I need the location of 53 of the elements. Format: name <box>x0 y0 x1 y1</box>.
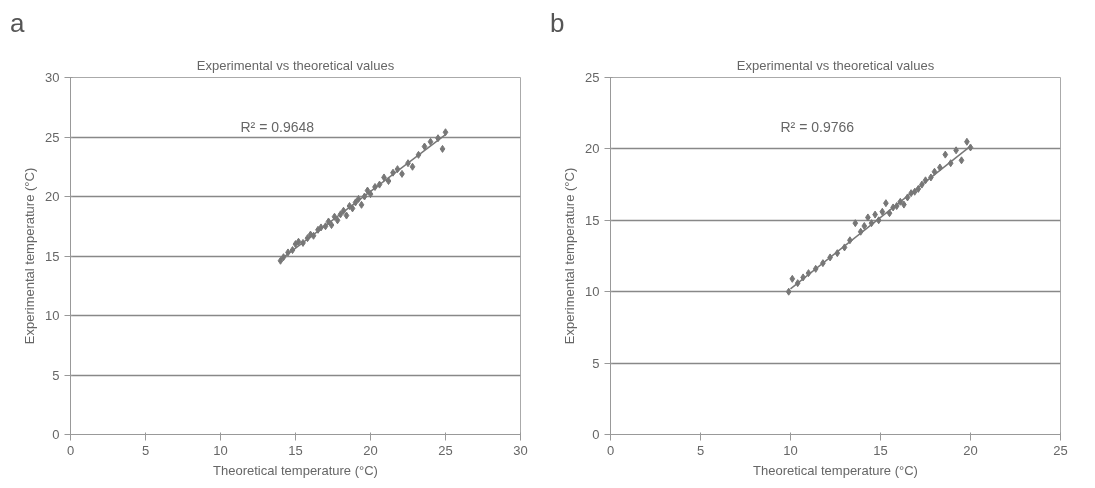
text: b <box>550 7 565 40</box>
point <box>328 221 335 230</box>
point <box>421 142 428 151</box>
x-axis-title: Theoretical temperature (°C) <box>753 462 918 478</box>
x-axis-title: Theoretical temperature (°C) <box>213 462 378 478</box>
x-tick-label: 0 <box>66 442 75 458</box>
y-tick-label: 25 <box>585 70 600 85</box>
point <box>442 128 449 137</box>
y-tick-label: 0 <box>52 427 60 442</box>
annotation: R² = 0.9766 <box>780 118 855 135</box>
point <box>942 150 949 159</box>
y-tick-label: 5 <box>592 355 600 371</box>
y-tick-label: 15 <box>45 248 60 264</box>
y-axis-title: Experimental temperature (°C) <box>562 167 578 345</box>
point <box>861 222 868 231</box>
point <box>958 156 965 165</box>
chart-title: Experimental vs theoretical values <box>196 57 395 73</box>
point <box>427 137 434 146</box>
x-tick-label: 5 <box>696 442 705 458</box>
y-tick-label: 20 <box>45 189 60 204</box>
x-tick-label: 0 <box>606 442 615 458</box>
point <box>439 144 446 153</box>
point <box>343 211 350 220</box>
x-tick-label: 10 <box>213 442 228 458</box>
point <box>789 274 796 283</box>
x-tick-label: 15 <box>873 442 888 458</box>
x-tick-label: 10 <box>783 442 798 458</box>
y-tick-label: 5 <box>52 367 60 383</box>
y-tick-label: 30 <box>45 70 60 85</box>
point <box>358 200 365 209</box>
text: a <box>10 7 25 40</box>
x-tick-label: 25 <box>438 442 453 458</box>
point <box>785 287 792 296</box>
x-tick-label: 20 <box>363 442 378 458</box>
y-tick-label: 10 <box>585 284 600 300</box>
y-tick-label: 20 <box>585 141 600 157</box>
point <box>409 162 416 171</box>
y-axis-title: Experimental temperature (°C) <box>22 167 38 345</box>
y-tick-label: 10 <box>45 308 60 323</box>
point <box>852 219 859 228</box>
x-tick-label: 30 <box>513 442 528 458</box>
point <box>334 216 341 225</box>
annotation: R² = 0.9648 <box>240 118 315 135</box>
y-tick-label: 15 <box>585 212 600 228</box>
y-tick-label: 0 <box>592 427 600 442</box>
x-tick-label: 5 <box>141 442 150 458</box>
chart-title: Experimental vs theoretical values <box>736 57 935 73</box>
x-tick-label: 15 <box>288 442 303 458</box>
x-tick-label: 20 <box>963 442 978 458</box>
y-tick-label: 25 <box>45 129 60 145</box>
point <box>385 177 392 186</box>
x-tick-label: 25 <box>1053 442 1068 458</box>
point <box>879 207 886 216</box>
